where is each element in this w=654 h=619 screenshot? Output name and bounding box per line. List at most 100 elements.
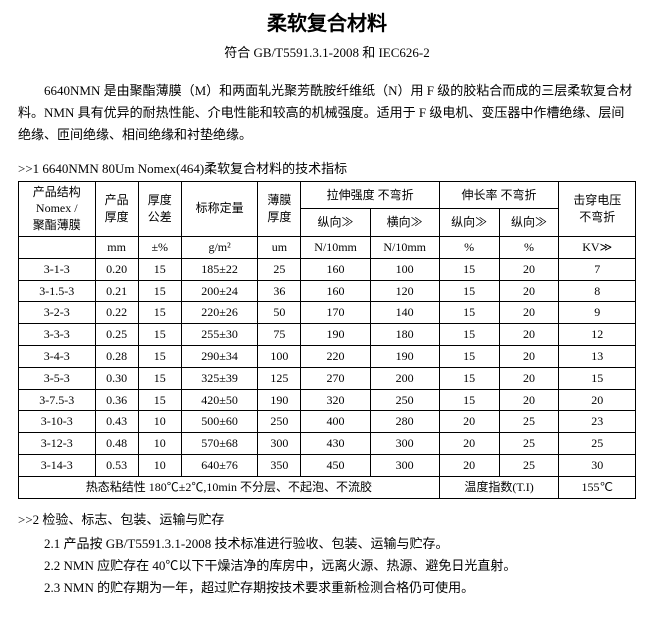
table-cell: 140 bbox=[370, 302, 439, 324]
col-structure-c: 聚酯薄膜 bbox=[22, 217, 92, 234]
col-film-b: 厚度 bbox=[261, 209, 297, 226]
col-elong-td: 纵向≫ bbox=[499, 209, 559, 237]
table-cell: 280 bbox=[370, 411, 439, 433]
table-cell: 640±76 bbox=[181, 455, 258, 477]
table-cell: 125 bbox=[258, 367, 301, 389]
section2-item-1: 2.1 产品按 GB/T5591.3.1-2008 技术标准进行验收、包装、运输… bbox=[18, 533, 636, 555]
table-row: 3-12-30.4810570±68300430300202525 bbox=[19, 433, 636, 455]
table-cell: 25 bbox=[559, 433, 636, 455]
table-cell: 0.28 bbox=[95, 346, 138, 368]
table-cell: 300 bbox=[370, 455, 439, 477]
page-title: 柔软复合材料 bbox=[18, 10, 636, 38]
table-cell: 12 bbox=[559, 324, 636, 346]
table-cell: 20 bbox=[439, 455, 499, 477]
table-cell: 36 bbox=[258, 280, 301, 302]
table-cell: 570±68 bbox=[181, 433, 258, 455]
table-cell: 200±24 bbox=[181, 280, 258, 302]
section1-heading: >>1 6640NMN 80Um Nomex(464)柔软复合材料的技术指标 bbox=[18, 160, 636, 178]
table-cell: 15 bbox=[439, 367, 499, 389]
unit-n10b: N/10mm bbox=[370, 237, 439, 259]
table-cell: 75 bbox=[258, 324, 301, 346]
table-cell: 100 bbox=[258, 346, 301, 368]
table-cell: 500±60 bbox=[181, 411, 258, 433]
table-cell: 15 bbox=[439, 302, 499, 324]
unit-blank bbox=[19, 237, 96, 259]
footer-ti-label: 温度指数(T.I) bbox=[439, 476, 559, 498]
table-row: 3-1.5-30.2115200±243616012015208 bbox=[19, 280, 636, 302]
page-subtitle: 符合 GB/T5591.3.1-2008 和 IEC626-2 bbox=[18, 44, 636, 62]
table-row: 3-3-30.2515255±3075190180152012 bbox=[19, 324, 636, 346]
table-cell: 20 bbox=[499, 389, 559, 411]
table-cell: 25 bbox=[258, 258, 301, 280]
table-cell: 250 bbox=[370, 389, 439, 411]
table-cell: 420±50 bbox=[181, 389, 258, 411]
unit-gm2: g/m² bbox=[181, 237, 258, 259]
table-cell: 220 bbox=[301, 346, 370, 368]
table-cell: 8 bbox=[559, 280, 636, 302]
table-cell: 3-3-3 bbox=[19, 324, 96, 346]
table-cell: 120 bbox=[370, 280, 439, 302]
unit-kv: KV≫ bbox=[559, 237, 636, 259]
col-elong: 伸长率 不弯折 bbox=[439, 181, 559, 209]
table-cell: 190 bbox=[301, 324, 370, 346]
table-cell: 20 bbox=[499, 324, 559, 346]
table-cell: 160 bbox=[301, 280, 370, 302]
table-cell: 190 bbox=[258, 389, 301, 411]
col-tensile: 拉伸强度 不弯折 bbox=[301, 181, 439, 209]
table-cell: 325±39 bbox=[181, 367, 258, 389]
col-thickness-b: 厚度 bbox=[99, 209, 135, 226]
table-cell: 320 bbox=[301, 389, 370, 411]
table-cell: 3-4-3 bbox=[19, 346, 96, 368]
table-cell: 20 bbox=[439, 411, 499, 433]
table-cell: 0.43 bbox=[95, 411, 138, 433]
table-cell: 10 bbox=[138, 455, 181, 477]
table-cell: 25 bbox=[499, 411, 559, 433]
table-cell: 10 bbox=[138, 411, 181, 433]
table-row: 3-10-30.4310500±60250400280202523 bbox=[19, 411, 636, 433]
table-cell: 170 bbox=[301, 302, 370, 324]
col-tensile-md: 纵向≫ bbox=[301, 209, 370, 237]
table-cell: 0.36 bbox=[95, 389, 138, 411]
table-row: 3-5-30.3015325±39125270200152015 bbox=[19, 367, 636, 389]
table-cell: 290±34 bbox=[181, 346, 258, 368]
table-cell: 15 bbox=[439, 389, 499, 411]
table-cell: 20 bbox=[499, 302, 559, 324]
table-cell: 23 bbox=[559, 411, 636, 433]
col-thickness-a: 产品 bbox=[99, 192, 135, 209]
table-cell: 15 bbox=[138, 324, 181, 346]
unit-n10a: N/10mm bbox=[301, 237, 370, 259]
table-cell: 350 bbox=[258, 455, 301, 477]
footer-thermal: 热态粘结性 180℃±2℃,10min 不分层、不起泡、不流胶 bbox=[19, 476, 440, 498]
table-cell: 0.20 bbox=[95, 258, 138, 280]
table-cell: 220±26 bbox=[181, 302, 258, 324]
table-cell: 3-12-3 bbox=[19, 433, 96, 455]
table-cell: 7 bbox=[559, 258, 636, 280]
table-cell: 0.48 bbox=[95, 433, 138, 455]
table-cell: 50 bbox=[258, 302, 301, 324]
col-elong-md: 纵向≫ bbox=[439, 209, 499, 237]
col-weight: 标称定量 bbox=[181, 181, 258, 236]
table-cell: 255±30 bbox=[181, 324, 258, 346]
table-cell: 9 bbox=[559, 302, 636, 324]
table-cell: 3-14-3 bbox=[19, 455, 96, 477]
col-film-a: 薄膜 bbox=[261, 192, 297, 209]
col-bdv-b: 不弯折 bbox=[562, 209, 632, 226]
col-bdv-a: 击穿电压 bbox=[562, 192, 632, 209]
table-cell: 25 bbox=[499, 455, 559, 477]
table-cell: 180 bbox=[370, 324, 439, 346]
table-cell: 190 bbox=[370, 346, 439, 368]
unit-mm: mm bbox=[95, 237, 138, 259]
table-cell: 15 bbox=[138, 280, 181, 302]
table-cell: 3-1.5-3 bbox=[19, 280, 96, 302]
table-cell: 15 bbox=[138, 346, 181, 368]
table-cell: 0.30 bbox=[95, 367, 138, 389]
table-cell: 15 bbox=[439, 324, 499, 346]
table-cell: 185±22 bbox=[181, 258, 258, 280]
table-cell: 15 bbox=[138, 367, 181, 389]
table-row: 3-2-30.2215220±265017014015209 bbox=[19, 302, 636, 324]
table-cell: 20 bbox=[499, 258, 559, 280]
table-cell: 20 bbox=[499, 280, 559, 302]
table-cell: 250 bbox=[258, 411, 301, 433]
section2-item-3: 2.3 NMN 的贮存期为一年，超过贮存期按技术要求重新检测合格仍可使用。 bbox=[18, 577, 636, 599]
unit-pct3: % bbox=[499, 237, 559, 259]
